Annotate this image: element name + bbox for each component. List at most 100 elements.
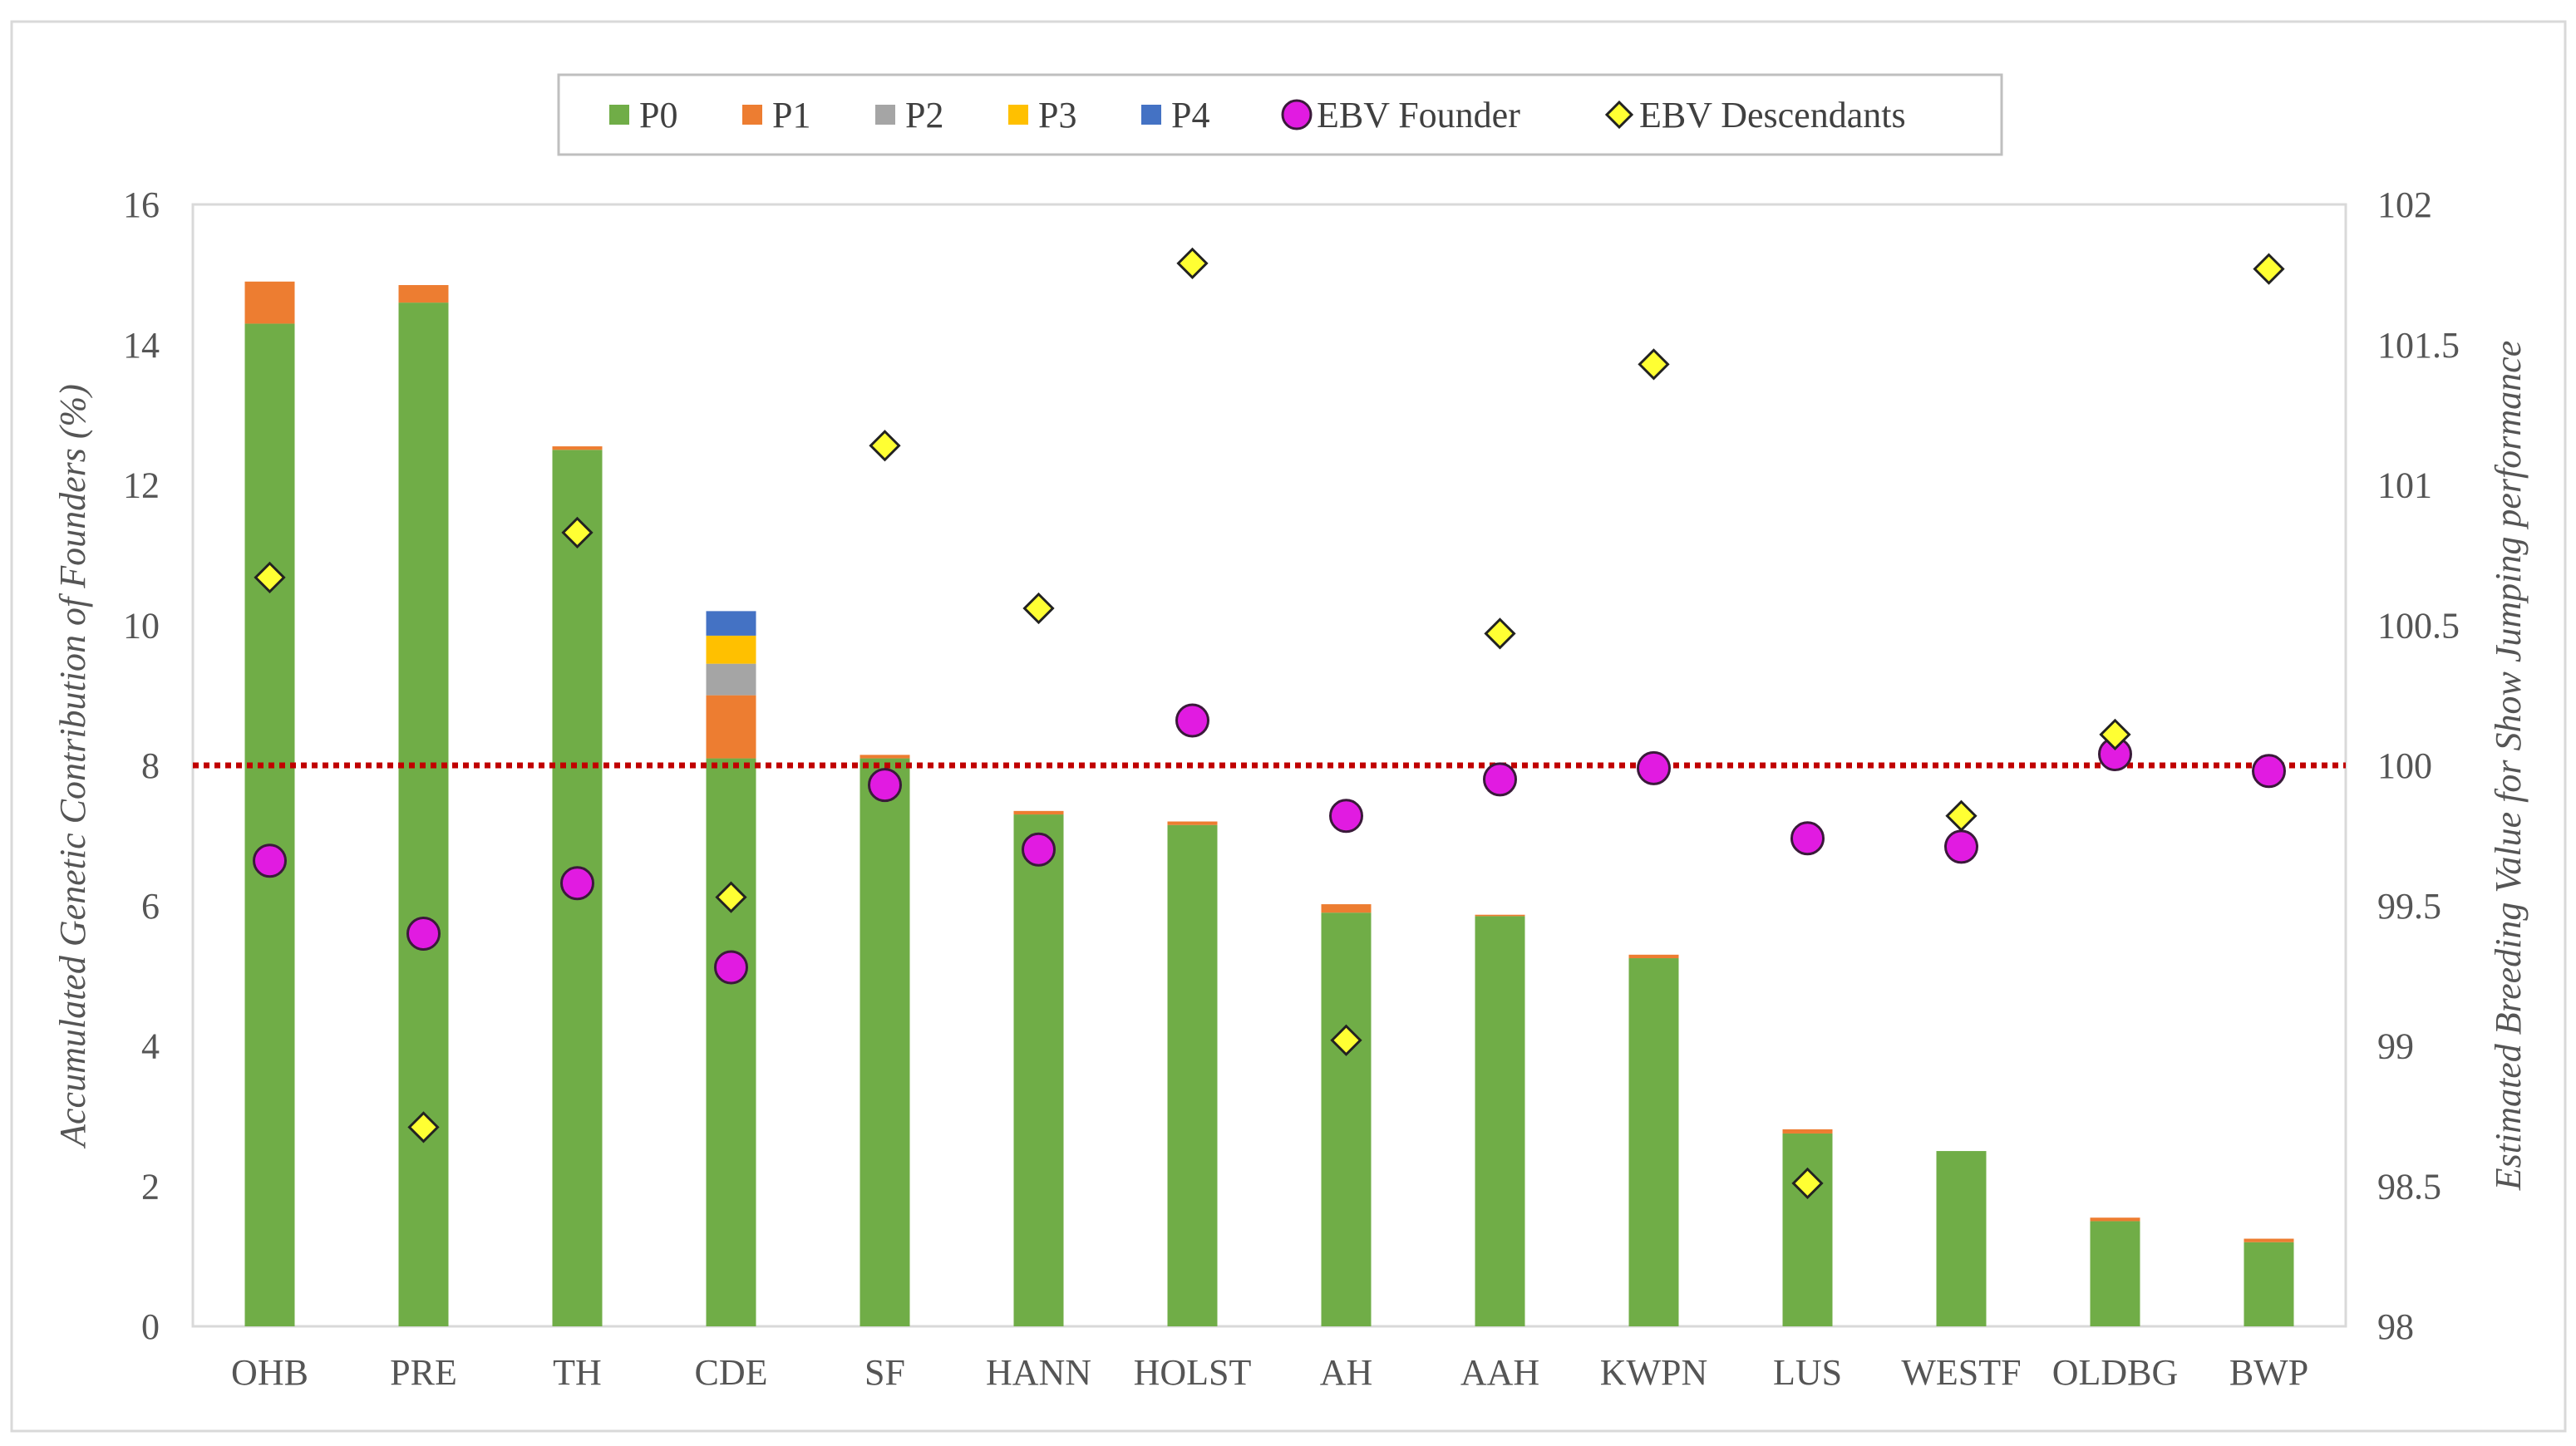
y-left-tick-label: 10: [123, 605, 160, 646]
bar-p0-westf: [1936, 1151, 1987, 1326]
point-ebv-descendants-pre: [407, 1111, 440, 1144]
bar-p0-ah: [1321, 912, 1372, 1326]
bar-p0-aah: [1475, 916, 1525, 1326]
bar-p1-sf: [859, 755, 910, 759]
point-ebv-descendants-kwpn: [1638, 348, 1670, 381]
point-ebv-founder-hann: [1022, 832, 1056, 867]
y-left-tick-label: 6: [141, 886, 160, 927]
y-right-tick-label: 99.5: [2377, 886, 2441, 927]
legend-ebv-founder-swatch: [1281, 99, 1313, 130]
x-category-label: TH: [553, 1352, 602, 1393]
x-category-label: OHB: [231, 1352, 308, 1393]
y-right-tick-label: 100.5: [2377, 605, 2460, 646]
x-category-label: WESTF: [1901, 1352, 2021, 1393]
point-ebv-founder-holst: [1175, 703, 1209, 738]
point-ebv-founder-sf: [868, 768, 902, 803]
x-category-label: KWPN: [1600, 1352, 1708, 1393]
x-category-label: AAH: [1460, 1352, 1539, 1393]
bar-p1-kwpn: [1628, 954, 1679, 959]
bar-p2-cde: [706, 663, 756, 696]
x-category-label: HANN: [986, 1352, 1091, 1393]
point-ebv-descendants-holst: [1176, 247, 1209, 279]
legend-p3-label: P3: [1038, 95, 1076, 135]
y-right-tick-label: 98: [2377, 1306, 2414, 1347]
point-ebv-founder-westf: [1944, 829, 1978, 864]
point-ebv-descendants-oldbg: [2099, 718, 2131, 750]
y-right-tick-label: 98.5: [2377, 1166, 2441, 1207]
chart-frame: [10, 20, 2567, 1433]
y-left-tick-label: 12: [123, 465, 160, 506]
bar-p1-bwp: [2244, 1238, 2294, 1242]
bar-p1-th: [552, 446, 603, 450]
legend: P0 P1 P2 P3 P4 EBV Founder EBV Descendants: [557, 73, 2003, 156]
bar-p1-pre: [398, 285, 449, 303]
x-category-label: LUS: [1773, 1352, 1842, 1393]
legend-p4-label: P4: [1171, 95, 1209, 135]
y-left-tick-label: 16: [123, 184, 160, 225]
point-ebv-descendants-bwp: [2253, 253, 2285, 285]
bar-p0-ohb: [244, 323, 295, 1326]
legend-p3-swatch: [1008, 105, 1028, 125]
point-ebv-founder-cde: [714, 950, 748, 985]
point-ebv-founder-lus: [1790, 821, 1825, 856]
y-left-tick-label: 0: [141, 1306, 160, 1347]
point-ebv-descendants-ah: [1330, 1024, 1362, 1056]
bar-p1-hann: [1013, 810, 1064, 815]
legend-p1-swatch: [742, 105, 762, 125]
bar-p1-oldbg: [2090, 1217, 2140, 1222]
point-ebv-founder-kwpn: [1637, 750, 1671, 785]
point-ebv-descendants-ohb: [254, 561, 286, 593]
bar-p1-holst: [1167, 821, 1218, 825]
y-left-tick-label: 14: [123, 325, 160, 366]
bar-p1-lus: [1782, 1129, 1833, 1134]
x-category-label: OLDBG: [2052, 1352, 2179, 1393]
y-right-axis-title: Estimated Breeding Value for Show Jumpin…: [2488, 341, 2529, 1191]
y-right-tick-label: 101: [2377, 465, 2432, 506]
x-category-label: SF: [864, 1352, 905, 1393]
point-ebv-descendants-aah: [1484, 617, 1516, 650]
legend-p0-label: P0: [639, 95, 677, 135]
legend-ebv-founder-label: EBV Founder: [1317, 95, 1520, 135]
bar-p0-oldbg: [2090, 1221, 2140, 1326]
x-category-label: BWP: [2229, 1352, 2308, 1393]
bar-p0-bwp: [2244, 1242, 2294, 1326]
bar-p1-aah: [1475, 914, 1525, 917]
legend-ebv-descendants-swatch: [1604, 100, 1634, 130]
point-ebv-founder-ah: [1329, 799, 1363, 834]
y-right-tick-label: 99: [2377, 1026, 2414, 1067]
bar-p0-pre: [398, 302, 449, 1326]
bar-p1-cde: [706, 695, 756, 759]
point-ebv-descendants-lus: [1791, 1167, 1824, 1199]
x-category-label: HOLST: [1134, 1352, 1252, 1393]
bar-p0-holst: [1167, 824, 1218, 1326]
y-right-tick-label: 100: [2377, 745, 2432, 786]
bar-p0-lus: [1782, 1133, 1833, 1326]
point-ebv-descendants-sf: [869, 430, 901, 462]
y-left-tick-label: 8: [141, 745, 160, 786]
point-ebv-founder-aah: [1483, 762, 1517, 797]
points-layer: [253, 247, 2286, 1199]
bar-p4-cde: [706, 611, 756, 636]
point-ebv-founder-bwp: [2252, 754, 2286, 789]
bar-p0-cde: [706, 758, 756, 1326]
point-ebv-descendants-hann: [1022, 592, 1055, 625]
x-category-label: AH: [1320, 1352, 1373, 1393]
legend-p2-label: P2: [905, 95, 943, 135]
point-ebv-founder-th: [560, 866, 594, 901]
legend-ebv-descendants-label: EBV Descendants: [1639, 95, 1906, 135]
legend-p0-swatch: [609, 105, 629, 125]
point-ebv-founder-ohb: [253, 844, 287, 878]
bar-p3-cde: [706, 635, 756, 664]
point-ebv-descendants-westf: [1945, 799, 1978, 832]
legend-p1-label: P1: [772, 95, 810, 135]
bar-p0-hann: [1013, 814, 1064, 1326]
point-ebv-descendants-cde: [715, 881, 747, 913]
bar-p0-kwpn: [1628, 958, 1679, 1326]
point-ebv-descendants-th: [561, 516, 594, 548]
legend-p2-swatch: [875, 105, 895, 125]
bar-p0-sf: [859, 758, 910, 1326]
y-right-tick-label: 102: [2377, 184, 2432, 225]
x-category-label: CDE: [695, 1352, 768, 1393]
